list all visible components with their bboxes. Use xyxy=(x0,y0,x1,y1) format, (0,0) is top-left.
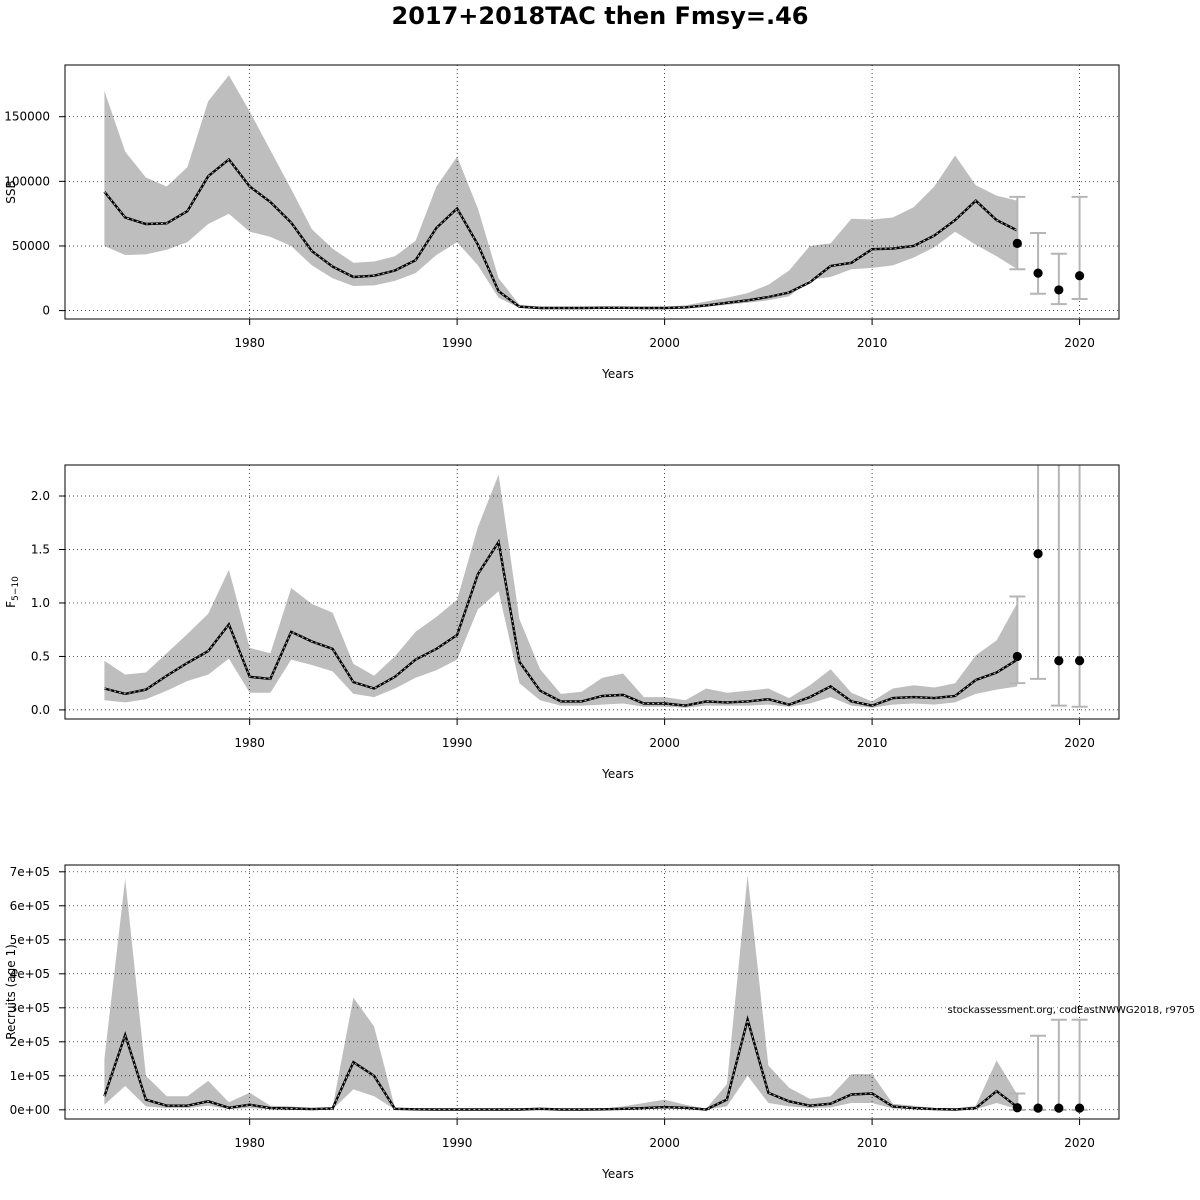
x-tick-label: 2010 xyxy=(857,1136,888,1150)
y-tick-label: 50000 xyxy=(12,239,50,253)
x-tick-label: 1980 xyxy=(234,736,265,750)
projection-point xyxy=(1012,1103,1022,1113)
chart-panel-2: 1980 1990 2000 2010 2020 0.0 0.5 1.0 1.5 2.0 Years… xyxy=(4,464,1120,781)
projection-point xyxy=(1054,285,1064,295)
projection-point xyxy=(1033,549,1043,559)
y-tick-label: 0 xyxy=(42,304,50,318)
y-tick-label: 3e+05 xyxy=(10,1001,50,1015)
x-tick-label: 1990 xyxy=(442,1136,473,1150)
y-tick-label: 2.0 xyxy=(31,489,50,503)
estimate-line-dash xyxy=(103,1017,1018,1111)
confidence-band xyxy=(104,474,1018,708)
x-axis-label: Years xyxy=(601,367,634,381)
estimate-line-dash xyxy=(104,540,1018,707)
y-tick-label: 2e+05 xyxy=(10,1035,50,1049)
y-tick-label: 0e+00 xyxy=(10,1103,50,1117)
y-tick-label: 0.0 xyxy=(31,703,50,717)
x-tick-label: 2020 xyxy=(1064,736,1095,750)
y-tick-label: 150000 xyxy=(4,110,50,124)
x-tick-label: 2010 xyxy=(857,336,888,350)
source-annotation: stockassessment.org, codEastNWWG2018, r9… xyxy=(948,1005,1196,1016)
x-tick-label: 1990 xyxy=(442,736,473,750)
estimate-line xyxy=(103,157,1018,310)
y-tick-label: 7e+05 xyxy=(10,865,50,879)
projection-point xyxy=(1033,1103,1043,1113)
x-axis-label: Years xyxy=(601,1167,634,1181)
plot-box xyxy=(64,64,1120,320)
chart-panel-1: 1980 1990 2000 2010 2020 0 50000 100000 150000 Ye… xyxy=(4,64,1120,381)
projection-point xyxy=(1074,656,1085,666)
x-axis-label: Years xyxy=(601,767,634,781)
projection-point xyxy=(1033,268,1043,278)
x-tick-label: 2000 xyxy=(649,336,680,350)
x-tick-label: 1980 xyxy=(234,1136,265,1150)
figure-title: 2017+2018TAC then Fmsy=.46 xyxy=(392,2,809,30)
y-axis-label: F5−10 xyxy=(4,576,21,608)
x-tick-label: 2000 xyxy=(649,1136,680,1150)
y-tick-label: 0.5 xyxy=(31,649,50,663)
x-tick-label: 2010 xyxy=(857,736,888,750)
x-tick-label: 2000 xyxy=(649,736,680,750)
y-tick-label: 100000 xyxy=(4,174,50,188)
x-tick-label: 1990 xyxy=(442,336,473,350)
x-tick-label: 2020 xyxy=(1064,336,1095,350)
projection-point xyxy=(1054,1103,1064,1113)
y-tick-label: 1e+05 xyxy=(10,1069,50,1083)
projection-point xyxy=(1012,651,1022,662)
projection-point xyxy=(1074,271,1085,281)
y-tick-label: 6e+05 xyxy=(10,899,50,913)
x-tick-label: 1980 xyxy=(234,336,265,350)
y-tick-label: 4e+05 xyxy=(10,967,50,981)
projection-point xyxy=(1012,238,1022,248)
confidence-band xyxy=(104,875,1018,1110)
plot-box xyxy=(64,864,1120,1120)
y-axis-label: Recruits (age 1) xyxy=(4,944,18,1040)
projection-point xyxy=(1054,656,1064,666)
confidence-band xyxy=(104,75,1018,309)
chart-panel-3: 1980 1990 2000 2010 2020 0e+00 1e+05 2e+05 3e+05… xyxy=(4,864,1196,1181)
y-axis-label: SSB xyxy=(4,180,18,203)
y-tick-label: 1.5 xyxy=(31,542,50,556)
projection-point xyxy=(1074,1103,1085,1113)
y-tick-label: 5e+05 xyxy=(10,933,50,947)
plot-box xyxy=(64,464,1120,720)
chart-panels: 1980 1990 2000 2010 2020 0 50000 100000 150000 Ye… xyxy=(4,64,1196,1181)
x-tick-label: 2020 xyxy=(1064,1136,1095,1150)
y-tick-label: 1.0 xyxy=(31,596,50,610)
